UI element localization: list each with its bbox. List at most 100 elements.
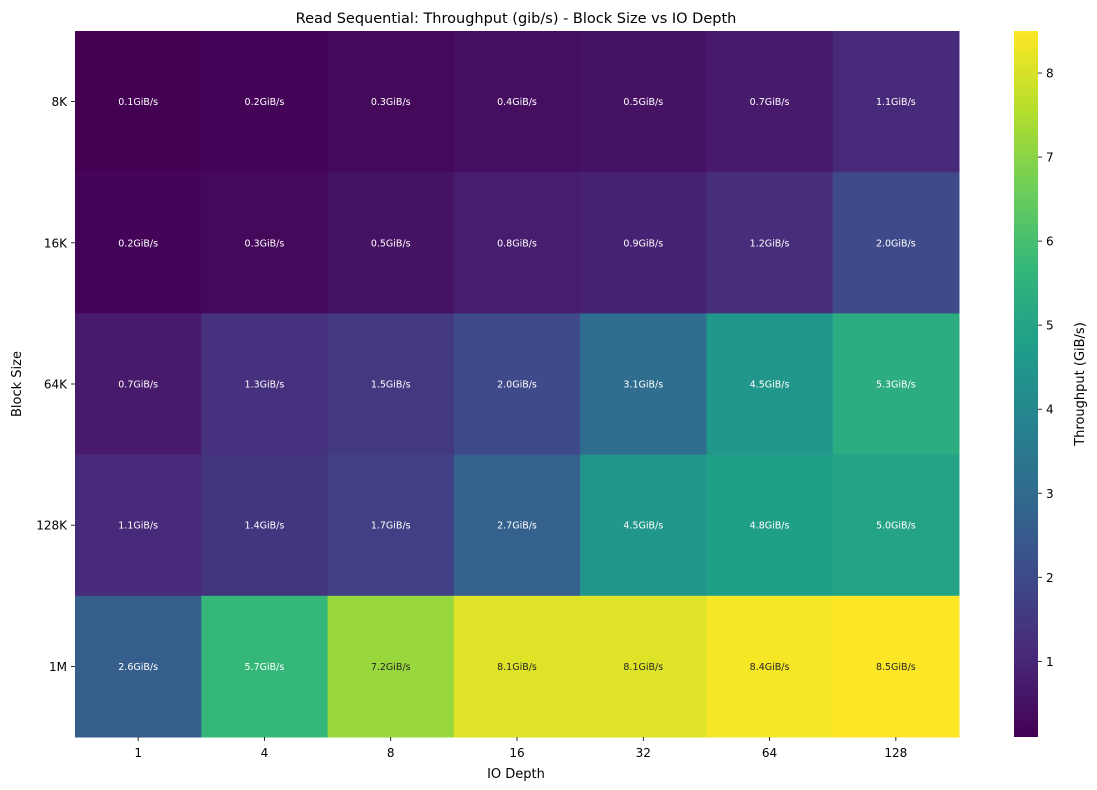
- heatmap-cell-64k-8: [327, 313, 455, 456]
- colorbar-tick-label: 3: [1046, 487, 1054, 501]
- cell-value-label: 2.0GiB/s: [497, 380, 537, 391]
- x-axis-label: IO Depth: [487, 767, 545, 782]
- colorbar: [1014, 31, 1038, 737]
- cell-value-label: 1.1GiB/s: [876, 97, 916, 108]
- y-axis-label: Block Size: [10, 351, 25, 417]
- heatmap-cell-128k-8: [327, 454, 455, 597]
- cell-value-label: 1.1GiB/s: [118, 521, 158, 532]
- cell-value-label: 1.3GiB/s: [245, 380, 285, 391]
- heatmap-cell-16k-32: [580, 172, 707, 314]
- heatmap-cells: [75, 31, 960, 738]
- heatmap-cell-8k-8: [327, 31, 455, 173]
- heatmap-cell-1m-4: [201, 595, 329, 738]
- cell-value-label: 1.5GiB/s: [371, 380, 411, 391]
- cell-value-label: 4.8GiB/s: [750, 521, 790, 532]
- colorbar-label: Throughput (GiB/s): [1073, 322, 1088, 447]
- heatmap-cell-128k-16: [453, 454, 581, 597]
- y-tick-label: 128K: [36, 519, 68, 533]
- heatmap-cell-16k-64: [706, 172, 834, 314]
- heatmap-cell-8k-16: [453, 31, 581, 173]
- x-tick-label: 8: [387, 746, 395, 760]
- heatmap-cell-8k-128: [832, 31, 960, 173]
- cell-value-label: 8.5GiB/s: [876, 662, 916, 673]
- colorbar-tick-label: 1: [1046, 655, 1054, 669]
- cell-value-label: 0.3GiB/s: [245, 238, 285, 249]
- heatmap-cell-64k-1: [75, 313, 202, 456]
- colorbar-tick-label: 4: [1046, 403, 1054, 417]
- y-axis-ticks: 8K 16K 64K 128K 1M: [36, 95, 75, 674]
- colorbar-ticks: 1 2 3 4 5 6 7 8: [1038, 67, 1054, 669]
- heatmap-cell-64k-128: [832, 313, 960, 456]
- cell-value-label: 7.2GiB/s: [371, 662, 411, 673]
- colorbar-tick-label: 5: [1046, 319, 1054, 333]
- cell-value-label: 1.4GiB/s: [245, 521, 285, 532]
- y-tick-label: 16K: [44, 236, 68, 250]
- heatmap-cell-16k-16: [453, 172, 581, 314]
- heatmap-cell-1m-1: [75, 595, 202, 738]
- cell-value-label: 4.5GiB/s: [623, 521, 663, 532]
- cell-value-label: 0.1GiB/s: [118, 97, 158, 108]
- cell-value-label: 0.7GiB/s: [750, 97, 790, 108]
- cell-value-label: 0.4GiB/s: [497, 97, 537, 108]
- heatmap-cell-128k-1: [75, 454, 202, 597]
- cell-value-label: 8.1GiB/s: [623, 662, 663, 673]
- heatmap-cell-8k-1: [75, 31, 202, 173]
- cell-value-label: 4.5GiB/s: [750, 380, 790, 391]
- heatmap-cell-16k-128: [832, 172, 960, 314]
- heatmap-cell-16k-8: [327, 172, 455, 314]
- colorbar-tick-label: 8: [1046, 67, 1054, 81]
- cell-value-label: 0.5GiB/s: [623, 97, 663, 108]
- heatmap-cell-16k-4: [201, 172, 329, 314]
- cell-value-label: 0.5GiB/s: [371, 238, 411, 249]
- heatmap-cell-64k-32: [580, 313, 707, 456]
- cell-value-label: 0.2GiB/s: [118, 238, 158, 249]
- cell-value-label: 5.3GiB/s: [876, 380, 916, 391]
- cell-value-label: 0.8GiB/s: [497, 238, 537, 249]
- cell-value-label: 0.2GiB/s: [245, 97, 285, 108]
- cell-value-label: 8.4GiB/s: [750, 662, 790, 673]
- heatmap-cell-128k-64: [706, 454, 834, 597]
- cell-value-label: 2.7GiB/s: [497, 521, 537, 532]
- cell-value-label: 0.9GiB/s: [623, 238, 663, 249]
- cell-value-label: 3.1GiB/s: [623, 380, 663, 391]
- cell-value-label: 5.0GiB/s: [876, 521, 916, 532]
- cell-value-label: 0.3GiB/s: [371, 97, 411, 108]
- cell-value-label: 1.7GiB/s: [371, 521, 411, 532]
- heatmap-cell-128k-4: [201, 454, 329, 597]
- chart-title: Read Sequential: Throughput (gib/s) - Bl…: [296, 11, 737, 27]
- y-tick-label: 1M: [49, 660, 67, 674]
- heatmap-cell-8k-32: [580, 31, 707, 173]
- heatmap-cell-64k-16: [453, 313, 581, 456]
- x-axis-ticks: 1 4 8 16 32 64 128: [134, 737, 907, 760]
- x-tick-label: 4: [261, 746, 269, 760]
- heatmap-cell-1m-8: [327, 595, 455, 738]
- heatmap-cell-128k-128: [832, 454, 960, 597]
- heatmap-cell-1m-64: [706, 595, 834, 738]
- cell-value-label: 1.2GiB/s: [750, 238, 790, 249]
- cell-value-label: 2.6GiB/s: [118, 662, 158, 673]
- heatmap-cell-16k-1: [75, 172, 202, 314]
- colorbar-tick-label: 6: [1046, 235, 1054, 249]
- x-tick-label: 32: [636, 746, 651, 760]
- heatmap-cell-1m-128: [832, 595, 960, 738]
- x-tick-label: 1: [134, 746, 142, 760]
- colorbar-tick-label: 2: [1046, 571, 1054, 585]
- heatmap-cell-128k-32: [580, 454, 707, 597]
- x-tick-label: 64: [762, 746, 777, 760]
- heatmap-cell-labels: 0.1GiB/s 0.2GiB/s 0.3GiB/s 0.4GiB/s 0.5GiB/s…: [118, 97, 916, 673]
- cell-value-label: 8.1GiB/s: [497, 662, 537, 673]
- colorbar-tick-label: 7: [1046, 151, 1054, 165]
- cell-value-label: 0.7GiB/s: [118, 380, 158, 391]
- heatmap-cell-64k-4: [201, 313, 329, 456]
- heatmap-cell-8k-4: [201, 31, 329, 173]
- heatmap-cell-8k-64: [706, 31, 834, 173]
- heatmap-cell-1m-16: [453, 595, 581, 738]
- x-tick-label: 16: [509, 746, 524, 760]
- cell-value-label: 2.0GiB/s: [876, 238, 916, 249]
- y-tick-label: 64K: [44, 378, 68, 392]
- y-tick-label: 8K: [51, 95, 68, 109]
- x-tick-label: 128: [884, 746, 907, 760]
- cell-value-label: 5.7GiB/s: [245, 662, 285, 673]
- heatmap-cell-64k-64: [706, 313, 834, 456]
